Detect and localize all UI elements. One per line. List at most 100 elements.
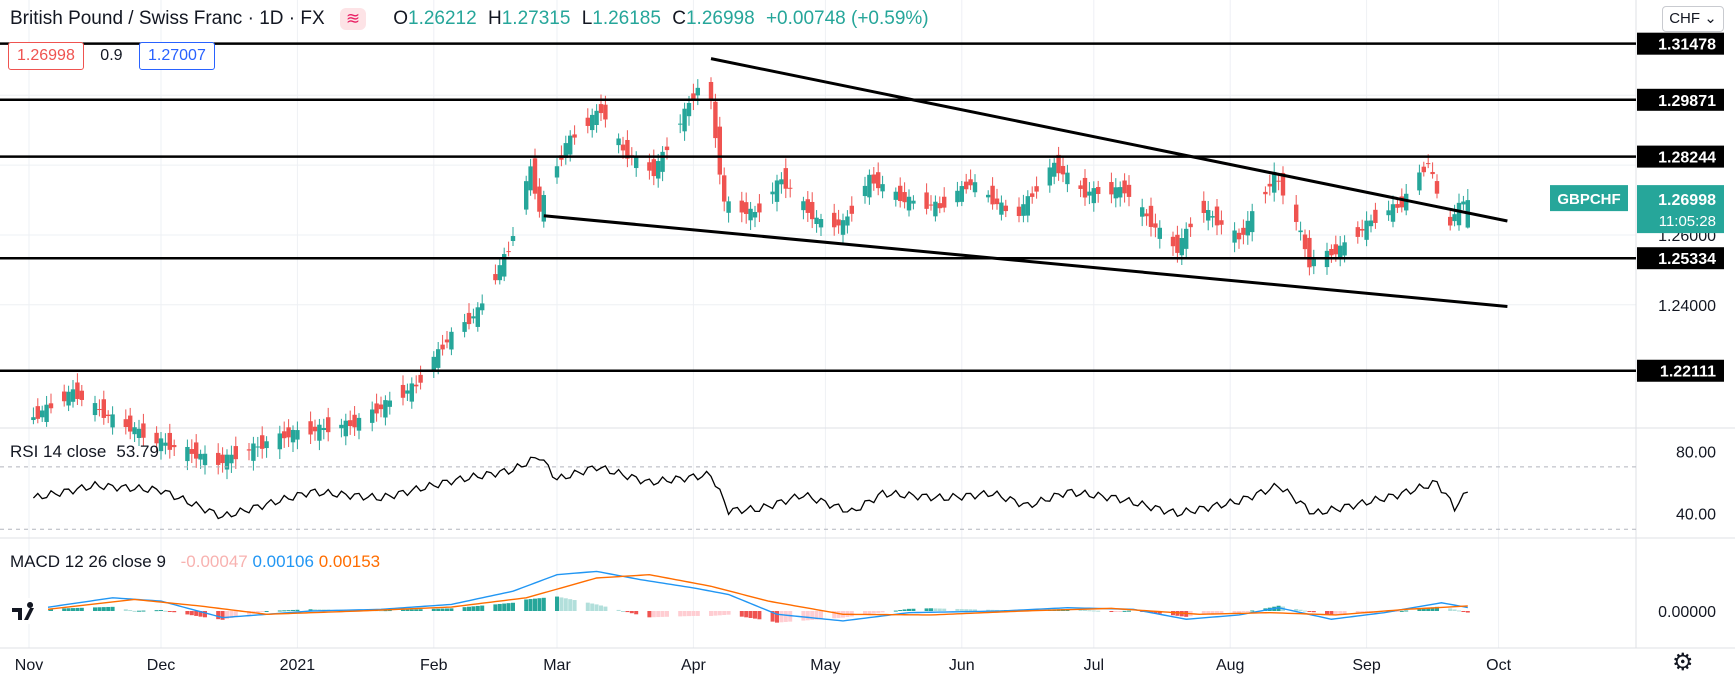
macd-histogram-bar	[462, 607, 467, 611]
gear-icon[interactable]: ⚙	[1672, 649, 1694, 676]
macd-histogram-bar	[493, 604, 498, 611]
level-price-label: 1.25334	[1658, 251, 1716, 268]
candle-body	[1210, 216, 1215, 218]
macd-histogram-bar	[1333, 611, 1338, 615]
interval[interactable]: 1D	[259, 8, 284, 29]
macd-histogram-bar	[1083, 609, 1087, 611]
candle-body	[986, 194, 991, 198]
macd-histogram-bar	[691, 611, 696, 616]
macd-histogram-bar	[722, 611, 727, 615]
candle-body	[779, 179, 784, 185]
rsi-legend[interactable]: RSI 14 close 53.79	[10, 442, 159, 462]
candle-body	[1126, 184, 1132, 197]
macd-histogram-bar	[387, 610, 392, 612]
market-status-icon[interactable]: ≋	[339, 8, 366, 30]
rsi-value: 53.79	[116, 442, 159, 461]
rsi-line	[32, 456, 1468, 520]
macd-histogram-bar	[717, 611, 722, 616]
sell-button[interactable]: 1.26998	[8, 42, 84, 70]
candle-body	[40, 410, 45, 418]
candle-body	[814, 217, 819, 225]
candle-body	[1113, 187, 1118, 199]
candle-body	[444, 339, 450, 343]
macd-signal-line	[33, 573, 1468, 616]
candle-body	[1364, 220, 1369, 240]
macd-histogram-bar	[167, 611, 172, 612]
candle-body	[172, 445, 177, 448]
macd-histogram-bar	[383, 610, 388, 612]
candle-body	[387, 400, 392, 407]
logo-mark	[12, 602, 34, 620]
candle-body	[92, 403, 98, 416]
candle-body	[805, 199, 810, 213]
candle-body	[1390, 204, 1396, 222]
chevron-down-icon: ⌄	[1704, 10, 1717, 27]
macd-histogram-bar	[929, 608, 933, 611]
price-pane[interactable]	[0, 42, 1636, 480]
macd-legend[interactable]: MACD 12 26 close 9 -0.00047 0.00106 0.00…	[10, 552, 380, 572]
candle-body	[356, 417, 362, 431]
symbol-name[interactable]: British Pound / Swiss Franc	[10, 8, 243, 29]
time-tick-label: Jul	[1084, 657, 1104, 674]
candle-body	[999, 202, 1004, 215]
candle-body	[1368, 220, 1374, 227]
macd-histogram-bar	[1325, 611, 1329, 615]
candle-body	[493, 274, 498, 281]
macd-histogram-bar	[220, 611, 225, 620]
candle-body	[1047, 167, 1052, 186]
ohlc-values: O1.26212 H1.27315 L1.26185 C1.26998 +0.0…	[393, 8, 934, 29]
candle-body	[480, 303, 485, 311]
candle-body	[1241, 227, 1246, 235]
candle-body	[1250, 211, 1255, 233]
macd-histogram-bar	[154, 610, 159, 612]
macd-histogram-bar	[924, 608, 929, 611]
macd-histogram-bar	[101, 607, 106, 611]
candle-body	[1144, 213, 1149, 217]
candle-body	[1333, 244, 1338, 255]
candle-body	[656, 161, 661, 179]
candle-body	[1426, 163, 1431, 165]
macd-histogram-bar	[1430, 607, 1435, 611]
currency-selector[interactable]: CHF ⌄	[1662, 6, 1724, 32]
macd-pane[interactable]	[8, 570, 1470, 624]
candle-body	[1329, 248, 1334, 256]
high-value: 1.27315	[501, 8, 571, 29]
candle-body	[572, 134, 577, 138]
macd-histogram-bar	[1452, 609, 1457, 611]
macd-histogram-bar	[1298, 609, 1303, 611]
macd-histogram-bar	[295, 609, 300, 611]
macd-histogram-bar	[599, 605, 603, 611]
macd-histogram-bar	[937, 608, 942, 611]
rsi-pane[interactable]	[0, 456, 1636, 530]
macd-histogram-bar	[783, 611, 788, 622]
candle-body	[189, 449, 194, 454]
macd-histogram-bar	[1127, 610, 1131, 612]
candle-body	[35, 406, 40, 419]
macd-histogram-bar	[1404, 610, 1409, 612]
time-tick-label: Mar	[543, 657, 571, 674]
macd-histogram-bar	[893, 610, 898, 612]
candle-body	[264, 441, 269, 449]
buy-button[interactable]: 1.27007	[139, 42, 215, 70]
change-value: +0.00748 (+0.59%)	[765, 8, 929, 29]
candle-body	[1148, 205, 1154, 227]
macd-histogram-bar	[990, 609, 995, 611]
time-axis[interactable]: Nov Dec 2021 Feb Mar Apr May Jun Jul Aug Sep Oct	[15, 657, 1512, 674]
candle-body	[801, 201, 806, 211]
low-label: L	[581, 8, 593, 29]
candle-body	[1109, 182, 1114, 195]
macd-histogram-bar	[647, 611, 652, 618]
macd-histogram-bar	[260, 611, 265, 612]
candle-body	[717, 126, 722, 175]
open-label: O	[393, 8, 409, 29]
macd-histogram-bar	[1232, 611, 1237, 613]
macd-histogram-bar	[594, 604, 599, 611]
rsi-tick-label: 40.00	[1676, 507, 1716, 524]
macd-histogram-bar	[141, 610, 146, 612]
candle-body	[62, 391, 67, 402]
candle-body	[783, 168, 788, 189]
macd-histogram-bar	[225, 611, 229, 619]
macd-histogram-bar	[405, 609, 410, 611]
